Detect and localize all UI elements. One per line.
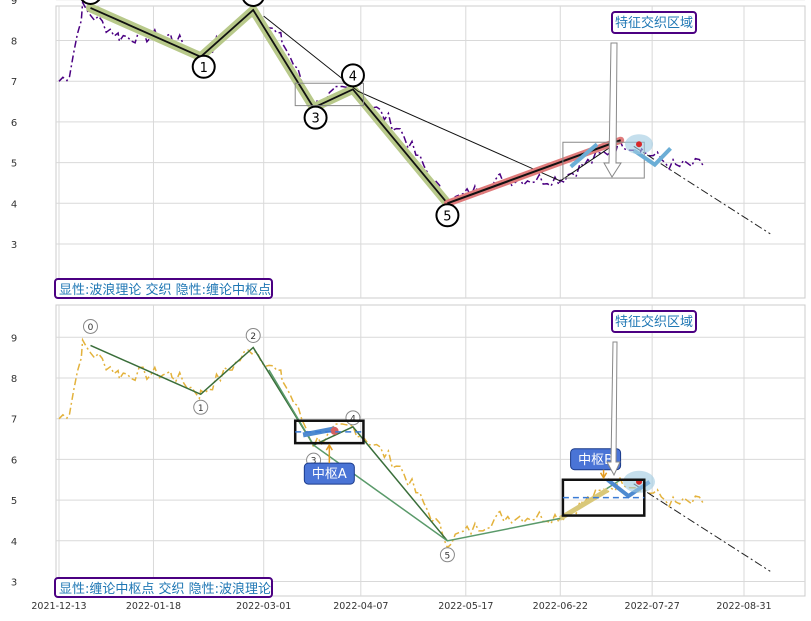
y-tick-label: 9 — [11, 0, 17, 7]
zhongshu-label: 中枢A — [312, 467, 347, 482]
trend-line — [263, 15, 621, 182]
top-legend-text: 显性:波浪理论 交织 隐性:缠论中枢点 — [59, 282, 271, 298]
top-legend-box — [54, 278, 273, 299]
bottom-plot-area — [58, 337, 771, 572]
projection-line — [633, 483, 771, 572]
top-annotation-arrow — [603, 42, 622, 178]
bottom-legend-box — [54, 577, 273, 598]
wave-label-circle — [340, 63, 365, 88]
x-tick-label: 2022-07-27 — [625, 601, 680, 612]
top-panel: 3 4 5 6 7 8 9 0 1 2 3 4 5 特征交织区域 显性:波浪理论 交织 隐性:缠论中枢… — [11, 0, 806, 299]
y-tick-label: 5 — [11, 159, 17, 170]
wave-label-circle — [193, 399, 209, 415]
y-tick-label: 8 — [11, 374, 17, 385]
top-plot-area — [58, 0, 771, 235]
y-tick-label: 4 — [11, 537, 17, 548]
bottom-grid — [56, 305, 805, 596]
bottom-y-tick-labels: 3 4 5 6 7 8 9 — [11, 333, 17, 588]
top-annotation-text: 特征交织区域 — [615, 15, 693, 31]
y-tick-label: 3 — [11, 578, 17, 589]
wave-line — [90, 344, 448, 542]
y-tick-label: 4 — [11, 199, 17, 210]
top-y-tick-labels: 3 4 5 6 7 8 9 — [11, 0, 17, 251]
x-tick-label: 2022-05-17 — [438, 601, 493, 612]
bottom-annotation-box — [611, 310, 697, 333]
wave-label: 4 — [349, 69, 357, 84]
y-tick-label: 9 — [11, 333, 17, 344]
bottom-legend-text: 显性:缠论中枢点 交织 隐性:波浪理论 — [59, 581, 271, 597]
top-panel-frame — [55, 5, 806, 299]
wave-line — [90, 7, 449, 204]
wave-label: 1 — [198, 404, 204, 414]
top-annotation: 特征交织区域 — [603, 11, 697, 178]
crossover-point — [636, 141, 643, 148]
top-wave-labels: 0 1 2 3 4 5 — [80, 0, 460, 228]
y-tick-label: 3 — [11, 240, 17, 251]
wave-label: 4 — [350, 414, 356, 424]
wave-label-circle — [82, 318, 98, 334]
x-tick-label: 2022-03-01 — [236, 601, 291, 612]
bottom-zhongshu-boxes: 中枢A 中枢B — [293, 419, 646, 517]
zhongshu-label: 中枢B — [578, 453, 613, 468]
top-grid — [56, 0, 805, 298]
top-legend: 显性:波浪理论 交织 隐性:缠论中枢点 — [54, 278, 273, 299]
check-mark — [569, 142, 672, 169]
wave-label-circle — [242, 0, 265, 7]
wave-label-circle — [435, 203, 460, 228]
faint-zhongshu-box — [294, 82, 364, 107]
wave-label: 3 — [311, 112, 319, 127]
zhongshu-segment — [558, 487, 609, 521]
wave-label-circle — [191, 54, 216, 79]
bottom-panel-frame — [55, 304, 806, 597]
wave-label: 0 — [86, 0, 94, 2]
price-series-line — [58, 0, 706, 212]
x-tick-label: 2022-01-18 — [126, 601, 181, 612]
x-tick-label: 2022-08-31 — [716, 601, 771, 612]
wave-label: 2 — [249, 0, 257, 4]
bottom-panel: 3 4 5 6 7 8 9 0 1 2 3 4 5 中枢A 中枢B 特征交织区域 显性:缠论中枢点 交织… — [11, 304, 806, 598]
wave-label-circle — [303, 105, 328, 130]
wave-label: 5 — [445, 551, 451, 561]
zhongshu-arrowhead — [599, 472, 608, 480]
wave-label: 0 — [88, 323, 94, 333]
bottom-annotation-arrow — [606, 341, 621, 477]
y-tick-label: 7 — [11, 77, 17, 88]
bottom-annotation-text: 特征交织区域 — [615, 314, 693, 330]
wave-label: 1 — [200, 61, 208, 76]
faint-zhongshu-box — [562, 141, 645, 179]
y-tick-label: 7 — [11, 415, 17, 426]
wave-label: 5 — [443, 209, 451, 224]
y-tick-label: 6 — [11, 118, 17, 129]
wave-label: 2 — [250, 332, 256, 342]
wave-label-circle — [245, 327, 261, 343]
zhongshu-arrowhead — [325, 443, 333, 451]
y-tick-label: 6 — [11, 455, 17, 466]
bottom-legend: 显性:缠论中枢点 交织 隐性:波浪理论 — [54, 577, 273, 598]
y-tick-label: 8 — [11, 37, 17, 48]
top-annotation-box — [611, 11, 697, 34]
x-tick-labels: 2021-12-13 2022-01-18 2022-03-01 2022-04-07… — [31, 601, 771, 612]
x-tick-label: 2021-12-13 — [31, 601, 86, 612]
y-tick-label: 5 — [11, 496, 17, 507]
price-series-line — [58, 337, 706, 549]
x-tick-label: 2022-06-22 — [533, 601, 588, 612]
zhongshu-point — [330, 426, 339, 435]
wave-label: 3 — [311, 457, 317, 467]
bottom-annotation: 特征交织区域 — [606, 310, 697, 477]
wave-label-circle — [439, 547, 455, 563]
wave-label-circle — [80, 0, 101, 5]
x-tick-label: 2022-04-07 — [333, 601, 388, 612]
